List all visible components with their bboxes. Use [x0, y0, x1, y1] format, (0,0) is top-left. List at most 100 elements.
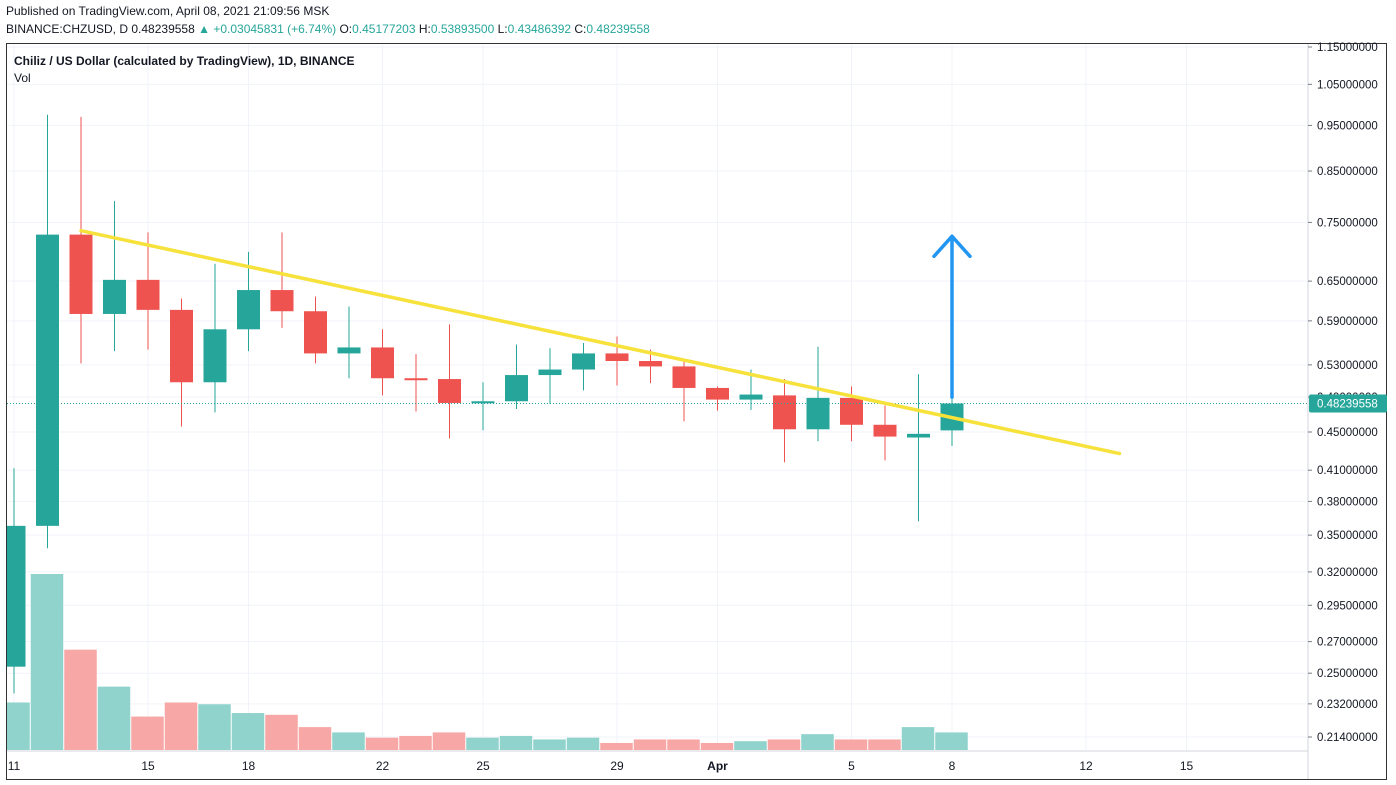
volume-legend-label: Vol: [14, 71, 31, 85]
time-tick-label: 29: [610, 759, 624, 773]
price-tick-label: 0.65000000: [1317, 276, 1378, 288]
volume-bar: [834, 739, 868, 750]
price-tick-label: 0.41000000: [1317, 465, 1378, 477]
price-tick-label: 1.05000000: [1317, 79, 1378, 91]
price-tick-label: 1.15000000: [1317, 42, 1378, 54]
published-line: Published on TradingView.com, April 08, …: [6, 4, 330, 18]
volume-bar: [600, 742, 633, 750]
candle-body: [337, 347, 361, 354]
volume-bar: [399, 735, 432, 750]
volume-bar: [432, 732, 466, 750]
volume-bar: [7, 702, 30, 750]
price-tick-label: 0.27000000: [1317, 637, 1378, 649]
volume-bar: [901, 727, 935, 750]
time-tick-label: 25: [476, 759, 490, 773]
high-label: H:: [418, 22, 431, 36]
volume-bar: [566, 737, 600, 750]
candle-body: [706, 387, 729, 400]
candle-body: [773, 395, 796, 430]
candle-body: [7, 525, 26, 667]
time-tick-label: 8: [949, 759, 956, 773]
open-label: O:: [339, 22, 353, 36]
close-value: 0.48239558: [586, 22, 650, 36]
volume-bar: [97, 686, 131, 750]
candle-body: [36, 234, 59, 526]
volume-bar: [365, 737, 399, 750]
volume-bar: [767, 739, 801, 750]
candle-body: [404, 378, 428, 381]
time-tick-label: 11: [8, 759, 21, 773]
price-tick-label: 0.45000000: [1317, 427, 1378, 439]
volume-bar: [30, 574, 64, 750]
arrow-head: [932, 234, 972, 259]
time-tick-label: 12: [1079, 759, 1093, 773]
price-tick-label: 0.21400000: [1317, 732, 1378, 744]
volume-bar: [499, 735, 533, 750]
high-value: 0.53893500: [430, 22, 495, 36]
volume-bar: [231, 713, 265, 750]
arrow-up-icon: [932, 234, 972, 399]
candle-body: [136, 279, 160, 310]
price-tick-label: 0.35000000: [1317, 530, 1378, 542]
candle-body: [739, 394, 763, 400]
symbol-label: BINANCE:CHZUSD, D: [6, 22, 129, 36]
time-tick-label: 15: [1180, 759, 1194, 773]
last-price: 0.48239558: [131, 22, 195, 36]
candle-body: [471, 401, 495, 404]
volume-bar: [198, 704, 231, 750]
trendline: [79, 228, 1122, 456]
volume-bar: [332, 732, 365, 750]
time-tick-label: 15: [141, 759, 155, 773]
change-value: +0.03045831 (+6.74%): [213, 22, 337, 36]
volume-bar: [868, 739, 901, 750]
volume-bar: [633, 739, 667, 750]
candle-body: [170, 309, 193, 383]
price-tick-label: 0.75000000: [1317, 217, 1378, 229]
price-tick-label: 0.95000000: [1317, 120, 1378, 132]
volume-bar: [734, 741, 767, 750]
price-tick-label: 0.25000000: [1317, 668, 1378, 680]
price-tick-label: 0.53000000: [1317, 360, 1378, 372]
open-value: 0.45177203: [352, 22, 416, 36]
volume-bar: [131, 716, 164, 750]
candle-body: [806, 397, 830, 430]
plot-area: [7, 114, 1307, 750]
volume-bar: [164, 702, 198, 750]
candle-body: [505, 375, 528, 402]
price-tick-label: 0.32000000: [1317, 567, 1378, 579]
price-axis: 1.15000000 1.05000000 0.95000000 0.85000000…: [1308, 42, 1378, 744]
candle-body: [605, 353, 629, 362]
last-price-tag-bg: [1309, 394, 1387, 413]
candle-body: [203, 329, 227, 383]
time-tick-label: 22: [376, 759, 390, 773]
close-label: C:: [574, 22, 587, 36]
candle-body: [304, 311, 327, 354]
candle-body: [270, 290, 294, 312]
candle-body: [639, 361, 662, 367]
price-tick-label: 0.85000000: [1317, 166, 1378, 178]
last-price-tag-label: 0.48239558: [1317, 398, 1378, 410]
volume-bar: [298, 727, 332, 750]
up-triangle-icon: ▲: [198, 22, 210, 36]
candle-body: [371, 347, 394, 379]
low-label: L:: [497, 22, 508, 36]
candle-body: [103, 279, 126, 314]
volume-bar: [700, 742, 734, 750]
volume-bars: [7, 574, 968, 750]
candle-body: [873, 424, 897, 437]
volume-bar: [935, 732, 968, 750]
candle-body: [840, 397, 863, 425]
volume-bar: [801, 734, 834, 750]
candle-body: [572, 353, 595, 370]
chart-legend-title: Chiliz / US Dollar (calculated by Tradin…: [14, 54, 355, 68]
ohlc-line: BINANCE:CHZUSD, D 0.48239558 ▲ +0.030458…: [6, 22, 650, 36]
candle-body: [438, 379, 461, 403]
volume-bar: [667, 739, 700, 750]
candle-body: [672, 366, 696, 388]
candle-body: [69, 234, 93, 314]
volume-bar: [265, 714, 298, 750]
volume-bar: [533, 739, 566, 750]
low-value: 0.43486392: [507, 22, 572, 36]
time-tick-label: Apr: [707, 759, 728, 773]
